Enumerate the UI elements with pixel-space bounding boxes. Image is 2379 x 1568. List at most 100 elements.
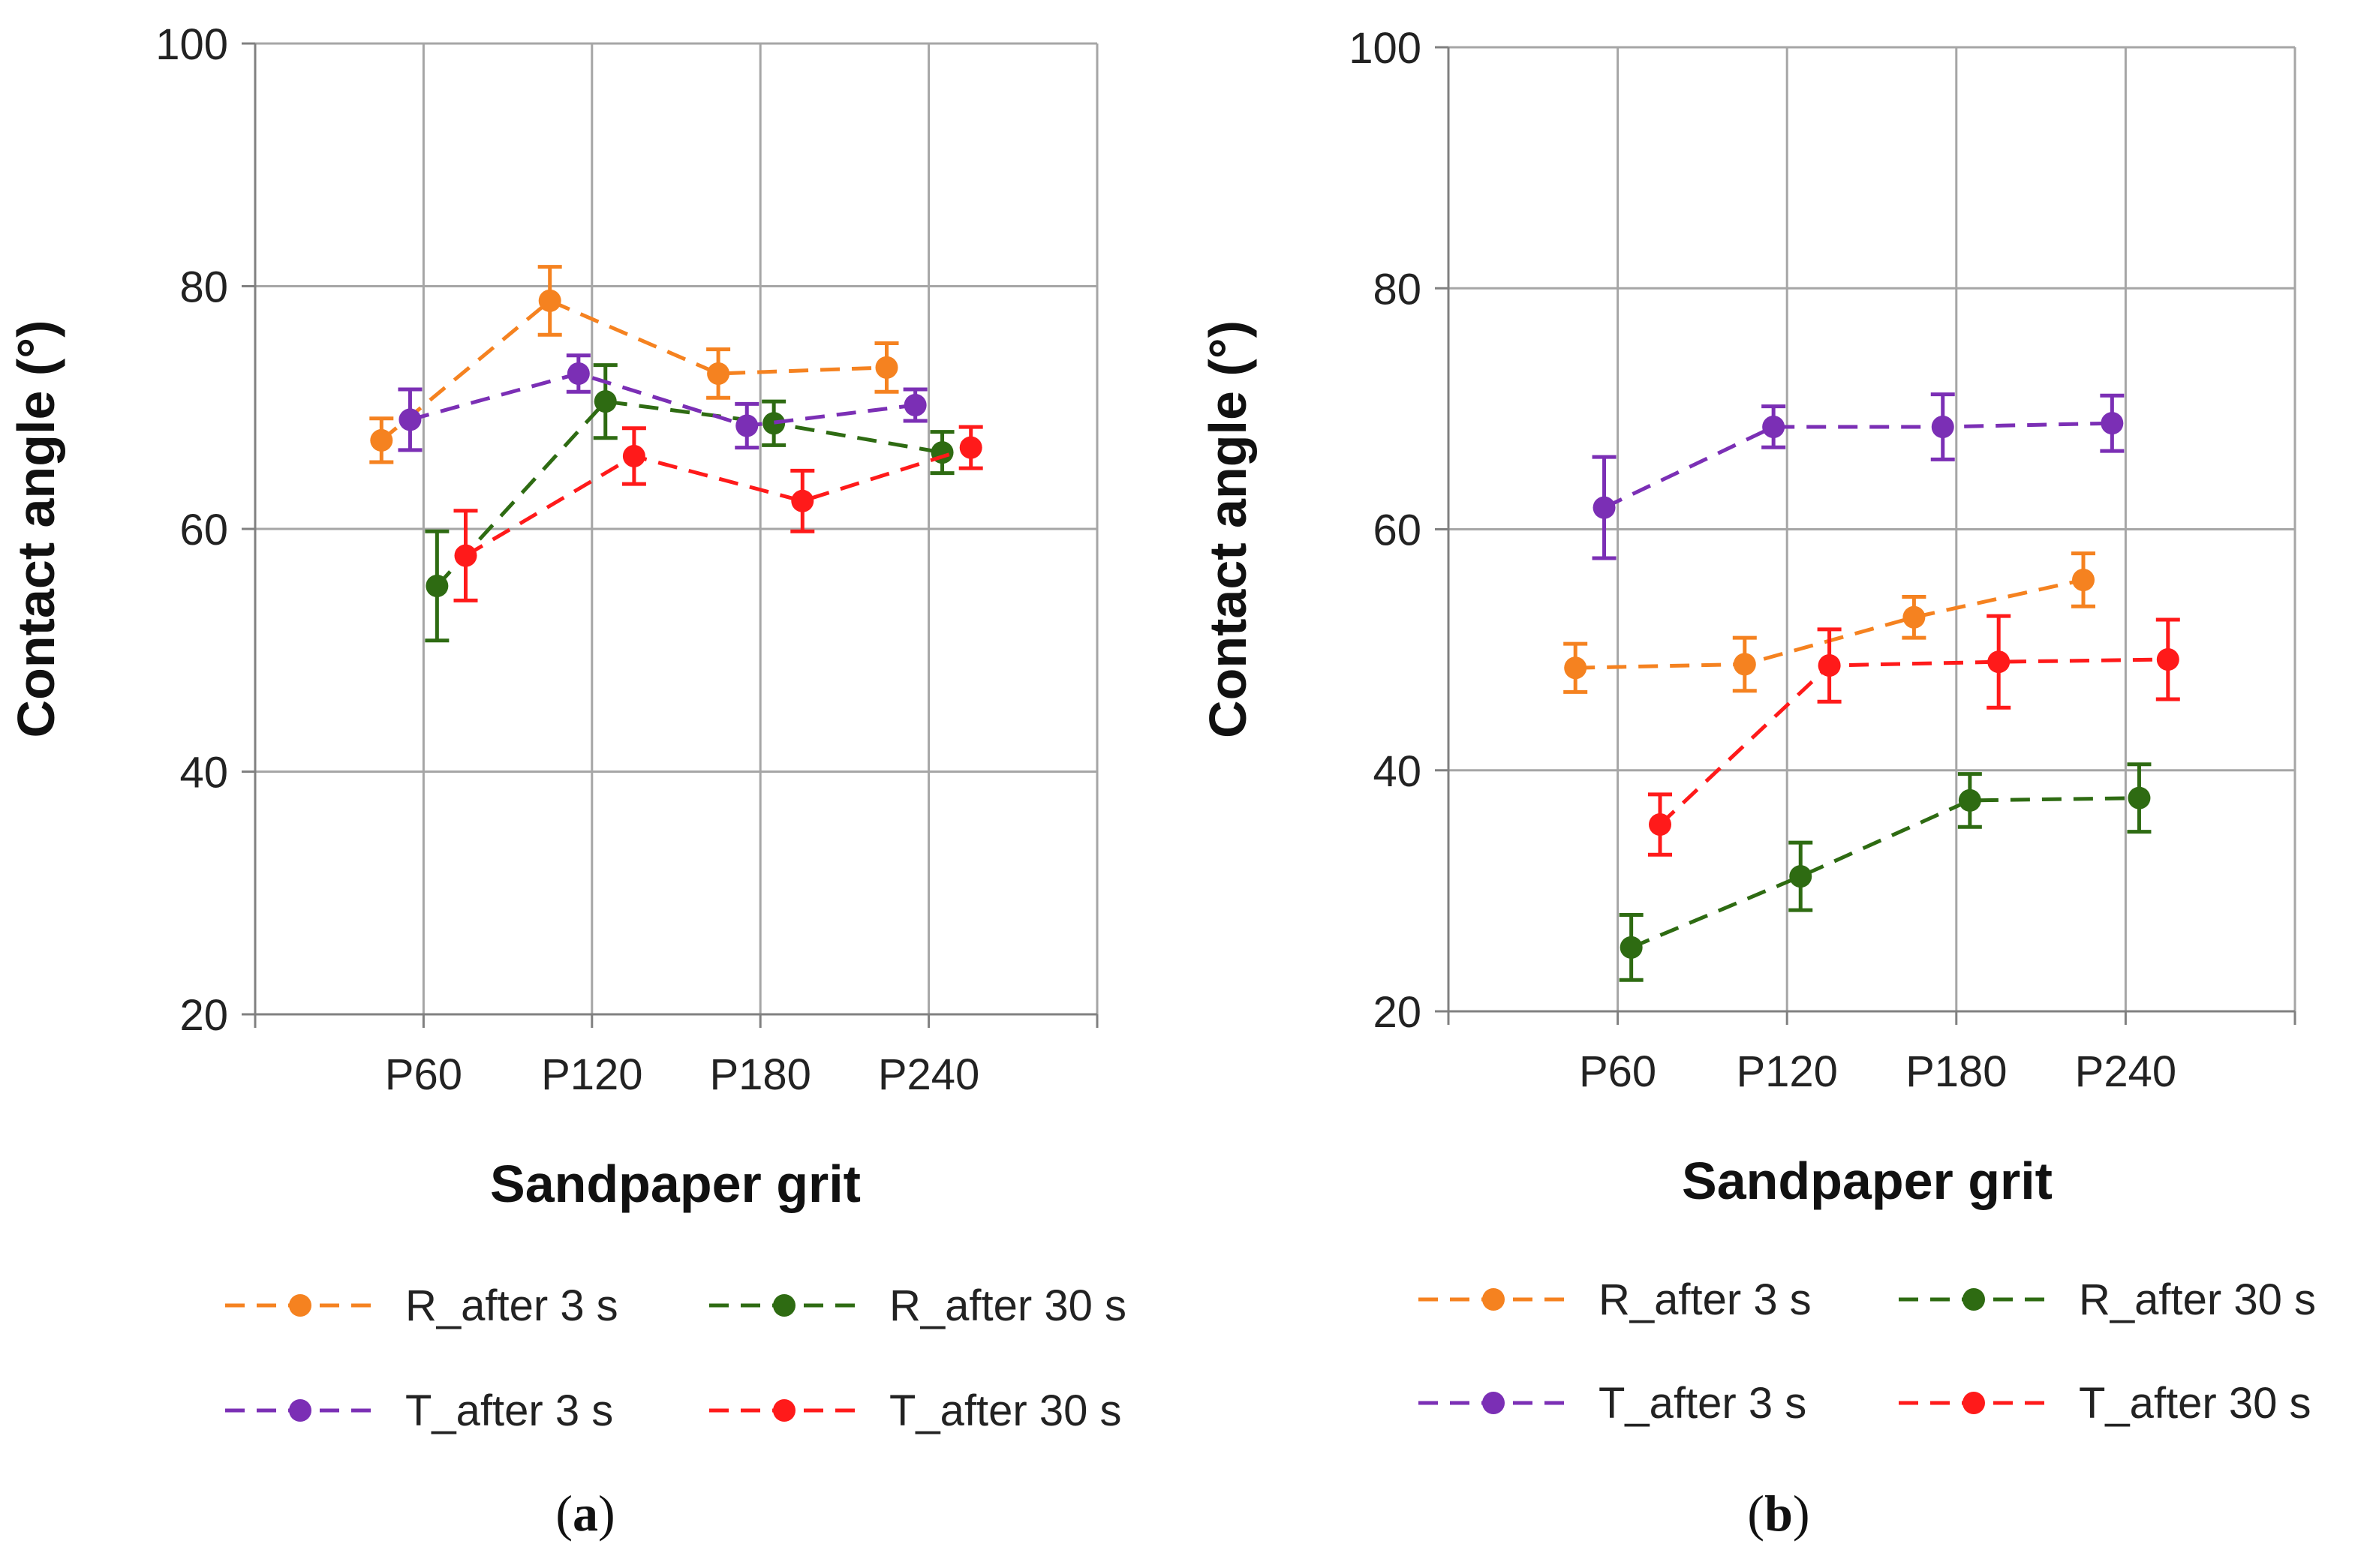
series-t-after-3-s xyxy=(1592,392,2125,560)
data-point xyxy=(567,362,590,385)
panel-label-close: ) xyxy=(1793,1485,1810,1542)
data-point xyxy=(791,489,814,512)
data-point xyxy=(735,414,759,437)
legend-swatch-marker xyxy=(773,1399,796,1422)
data-point xyxy=(399,408,422,431)
series-line xyxy=(409,371,916,428)
y-tick-label: 100 xyxy=(1349,24,1421,73)
data-point xyxy=(426,575,449,598)
data-point xyxy=(538,289,561,312)
legend-item: T_after 3 s xyxy=(1418,1379,1806,1428)
y-tick-label: 40 xyxy=(179,749,228,798)
chart-panel-b: 20 40 60 80 100 P60 P120 P180 P240 Sandpaper grit… xyxy=(1199,24,2316,1542)
y-axis-title: Contact angle (°) xyxy=(7,320,65,738)
data-point xyxy=(1902,605,1926,629)
legend-swatch-marker xyxy=(1482,1392,1505,1414)
x-tick-label: P240 xyxy=(2075,1047,2176,1096)
chart-panel-a: 20 40 60 80 100 P60 P120 P180 P240 Sandpaper grit… xyxy=(7,20,1126,1542)
data-point xyxy=(454,544,477,567)
data-point xyxy=(622,444,645,467)
legend-item: R_after 3 s xyxy=(1418,1275,1812,1324)
data-point xyxy=(2072,568,2095,591)
series-line xyxy=(435,399,943,587)
data-point xyxy=(1593,496,1616,519)
series-r-after-30-s xyxy=(1619,762,2152,982)
panel-label-open: ( xyxy=(1747,1485,1764,1542)
y-tick-label: 60 xyxy=(179,506,228,554)
panel-label-letter: b xyxy=(1764,1485,1793,1542)
data-point xyxy=(370,428,393,452)
data-point xyxy=(1733,653,1756,676)
data-point xyxy=(2156,647,2179,671)
series-t-after-30-s xyxy=(453,425,983,602)
data-point xyxy=(762,412,786,435)
x-tick-label: P120 xyxy=(1736,1047,1837,1096)
legend-label: R_after 3 s xyxy=(1599,1275,1812,1324)
series-line xyxy=(1659,657,2168,826)
data-point xyxy=(1818,654,1841,677)
legend-label: R_after 30 s xyxy=(889,1281,1126,1330)
series-t-after-3-s xyxy=(398,353,928,452)
x-axis-title: Sandpaper grit xyxy=(490,1155,861,1213)
series-line xyxy=(1603,421,2113,509)
y-tick-label: 60 xyxy=(1373,506,1421,555)
legend-item: T_after 30 s xyxy=(709,1386,1121,1435)
panel-label-open: ( xyxy=(555,1485,573,1542)
legend-label: R_after 30 s xyxy=(2079,1275,2316,1324)
legend-item: R_after 3 s xyxy=(225,1281,618,1330)
legend-label: T_after 30 s xyxy=(889,1386,1121,1435)
data-point xyxy=(2128,786,2151,810)
legend-item: T_after 3 s xyxy=(225,1386,613,1435)
data-point xyxy=(875,356,898,379)
series-line xyxy=(380,299,887,442)
x-tick-label: P240 xyxy=(878,1050,979,1099)
data-point xyxy=(959,436,982,459)
x-tick-label: P60 xyxy=(385,1050,462,1099)
legend-swatch-marker xyxy=(1962,1392,1985,1414)
series-line xyxy=(1630,796,2140,950)
panel-label-close: ) xyxy=(598,1485,615,1542)
legend-label: T_after 3 s xyxy=(1599,1379,1806,1428)
y-axis-title: Contact angle (°) xyxy=(1199,320,1257,738)
y-tick-label: 80 xyxy=(1373,265,1421,314)
x-tick-label: P120 xyxy=(541,1050,642,1099)
y-tick-label: 20 xyxy=(179,991,228,1040)
legend-label: T_after 3 s xyxy=(405,1386,613,1435)
legend-item: R_after 30 s xyxy=(709,1281,1126,1330)
legend-swatch-marker xyxy=(1962,1288,1985,1311)
data-point xyxy=(2101,412,2124,435)
data-point xyxy=(904,394,927,417)
legend-swatch-marker xyxy=(1482,1288,1505,1311)
data-point xyxy=(1931,415,1954,438)
y-tick-label: 40 xyxy=(1373,747,1421,796)
legend-label: T_after 30 s xyxy=(2079,1379,2311,1428)
x-tick-label: P180 xyxy=(1905,1047,2007,1096)
series-line xyxy=(465,446,972,557)
y-tick-label: 100 xyxy=(155,20,228,69)
data-point xyxy=(1789,865,1812,888)
data-point xyxy=(1564,656,1587,680)
legend-swatch-marker xyxy=(289,1399,311,1422)
x-axis-title: Sandpaper grit xyxy=(1682,1152,2053,1210)
series-t-after-30-s xyxy=(1648,614,2180,857)
data-point xyxy=(1958,789,1981,812)
data-point xyxy=(1762,415,1785,438)
data-point xyxy=(707,362,730,385)
y-tick-label: 80 xyxy=(179,263,228,312)
legend-item: T_after 30 s xyxy=(1899,1379,2311,1428)
data-point xyxy=(1620,936,1643,959)
legend-swatch-marker xyxy=(289,1294,311,1317)
series-r-after-3-s xyxy=(369,265,899,464)
panel-label: (a) xyxy=(555,1485,615,1542)
legend-item: R_after 30 s xyxy=(1899,1275,2316,1324)
legend-label: R_after 3 s xyxy=(405,1281,618,1330)
legend-swatch-marker xyxy=(773,1294,796,1317)
x-tick-label: P60 xyxy=(1579,1047,1656,1096)
panel-label: (b) xyxy=(1747,1485,1809,1542)
x-tick-label: P180 xyxy=(709,1050,811,1099)
data-point xyxy=(594,390,617,413)
data-point xyxy=(1987,650,2011,674)
data-point xyxy=(1649,813,1671,837)
panel-label-letter: a xyxy=(573,1485,598,1542)
